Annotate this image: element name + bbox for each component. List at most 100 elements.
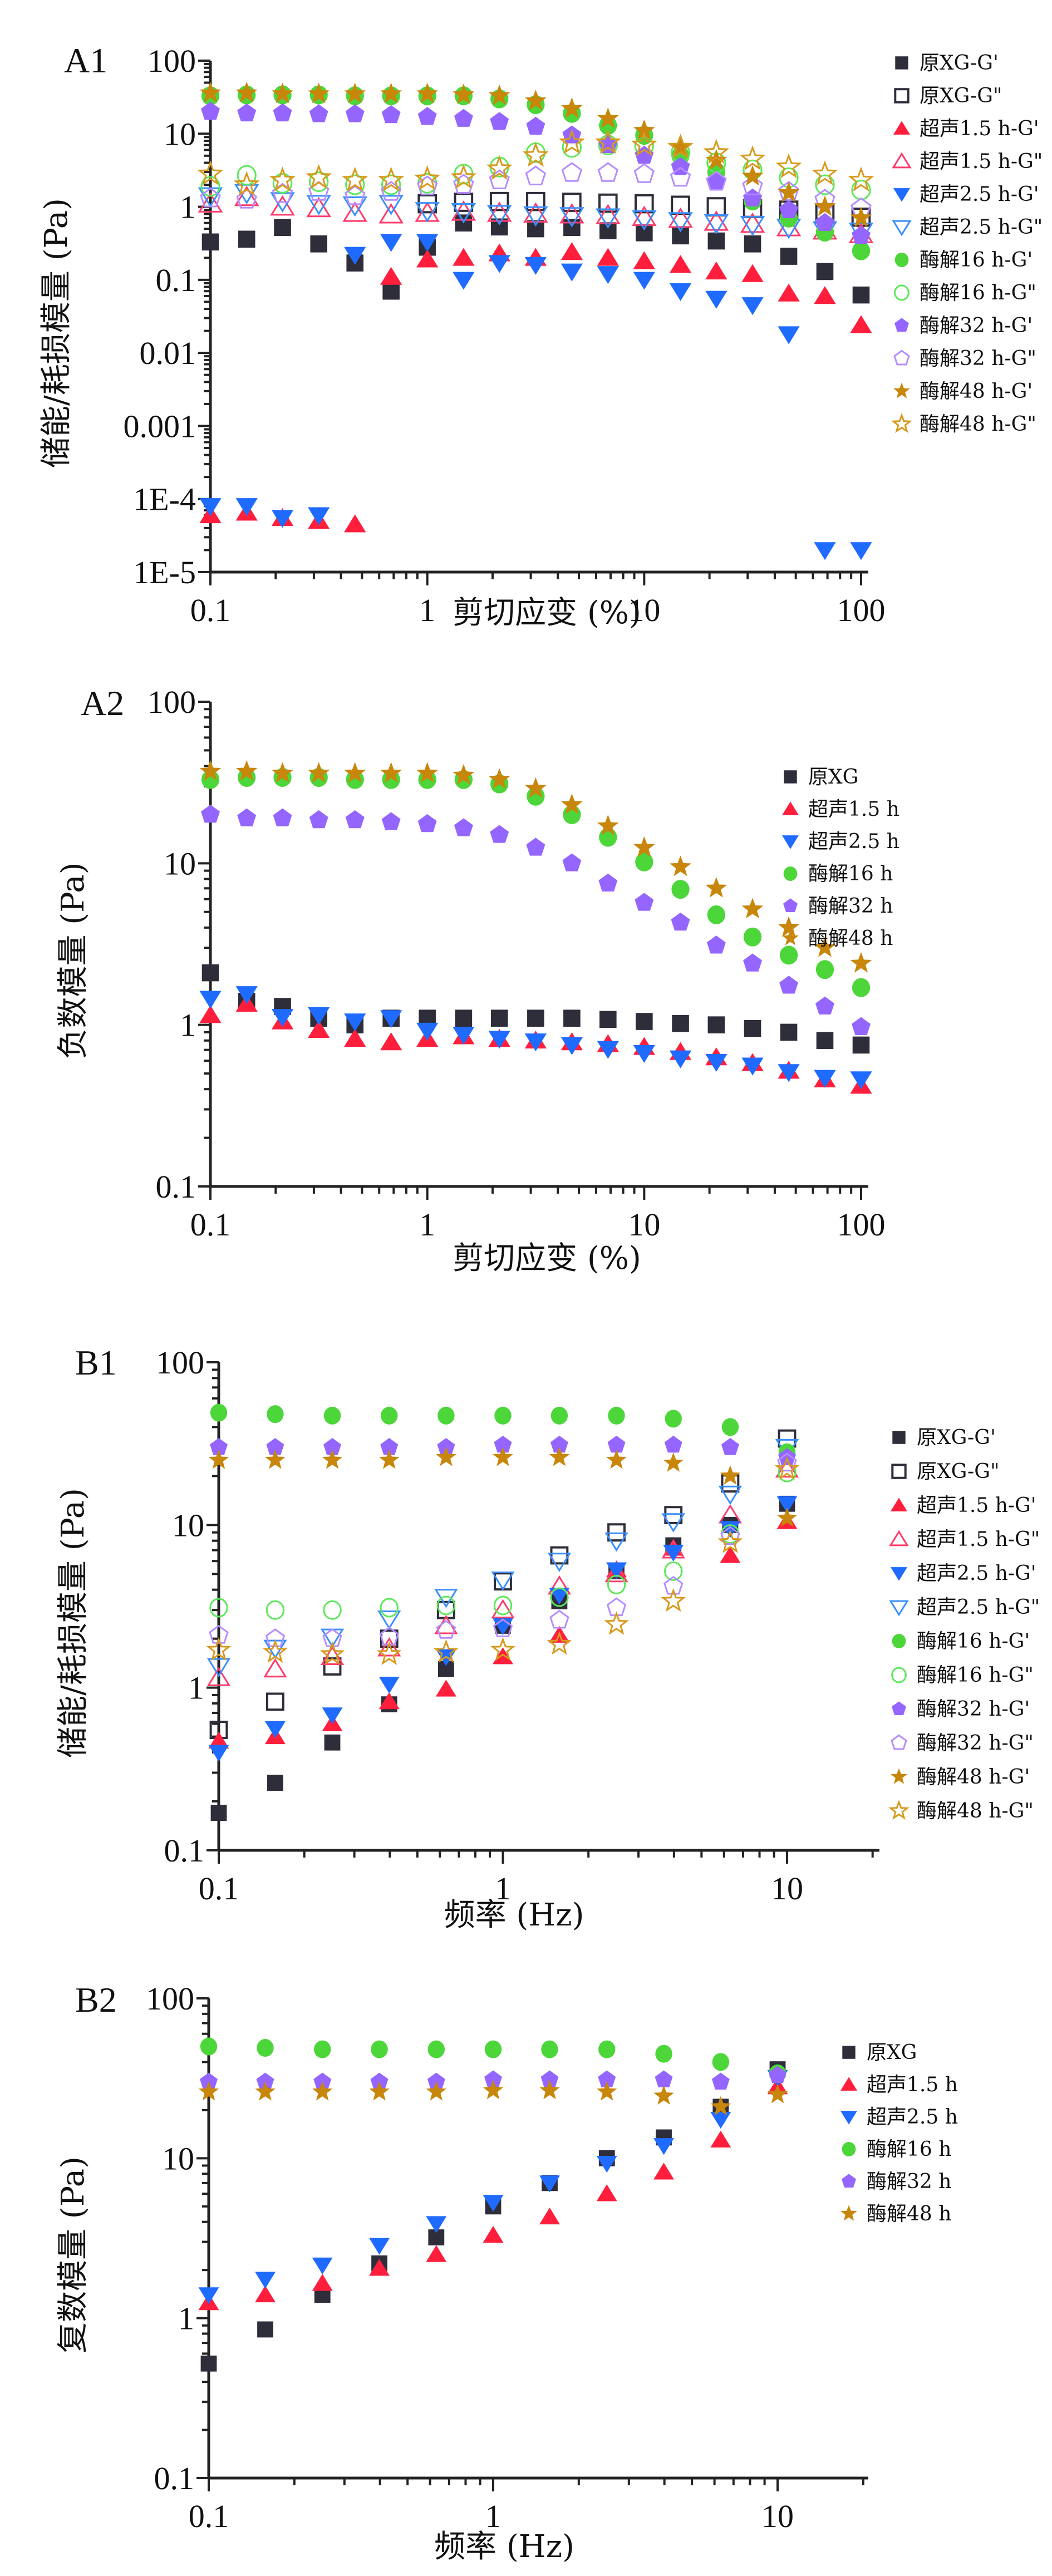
series-2 xyxy=(198,2077,788,2311)
data-point xyxy=(633,163,655,183)
data-point xyxy=(381,1406,398,1425)
data-point xyxy=(814,1070,836,1088)
data-point xyxy=(369,2238,390,2255)
legend-marker-icon xyxy=(888,1800,910,1820)
data-point xyxy=(309,104,328,122)
data-point xyxy=(607,1574,626,1594)
data-point xyxy=(322,1707,343,1725)
data-point xyxy=(527,220,544,238)
data-point xyxy=(313,2072,332,2090)
data-point xyxy=(490,1009,508,1027)
data-point xyxy=(667,134,694,159)
y-tick-label: 100 xyxy=(148,684,196,720)
data-point xyxy=(488,768,510,789)
legend-label: 酶解48 h-G' xyxy=(920,380,1033,403)
data-point xyxy=(309,810,328,829)
data-point xyxy=(209,1721,228,1739)
data-point xyxy=(490,825,509,843)
data-point xyxy=(437,1406,455,1425)
data-point xyxy=(741,297,764,316)
data-point xyxy=(377,1637,401,1657)
data-point xyxy=(416,249,439,268)
data-point xyxy=(453,764,475,785)
data-point xyxy=(814,195,836,216)
legend-item: 酶解48 h-G" xyxy=(888,1800,1034,1823)
data-point xyxy=(633,119,655,140)
data-point xyxy=(814,286,836,304)
data-point xyxy=(670,166,691,187)
data-point xyxy=(663,1452,684,1472)
data-point xyxy=(631,131,657,156)
data-point xyxy=(371,2040,388,2058)
data-point xyxy=(489,191,509,211)
legend-label: 超声2.5 h-G" xyxy=(917,1596,1040,1619)
data-point xyxy=(597,162,619,182)
data-point xyxy=(494,1406,512,1425)
y-tick-label: 10 xyxy=(172,1507,204,1543)
data-point xyxy=(767,2084,788,2104)
data-point xyxy=(597,266,619,284)
data-point xyxy=(207,1658,231,1678)
data-point xyxy=(604,1611,629,1635)
data-point xyxy=(380,1032,402,1051)
series-10 xyxy=(200,162,872,218)
series-3 xyxy=(198,2070,788,2304)
data-point xyxy=(741,264,764,282)
data-point xyxy=(201,964,219,982)
data-point xyxy=(312,2257,333,2274)
data-point xyxy=(848,166,874,192)
data-point xyxy=(451,200,476,221)
data-point xyxy=(199,498,222,516)
data-point xyxy=(850,315,872,333)
legend-label: 酶解32 h-G' xyxy=(920,314,1033,337)
x-tick-label: 0.1 xyxy=(199,1870,239,1907)
data-point xyxy=(778,181,800,203)
data-point xyxy=(200,2037,218,2056)
legend-marker-icon xyxy=(892,1701,906,1716)
data-point xyxy=(426,2081,447,2101)
series-4 xyxy=(201,768,871,997)
data-point xyxy=(671,912,690,931)
data-point xyxy=(267,1775,283,1791)
data-point xyxy=(743,188,763,207)
data-point xyxy=(632,210,657,231)
data-point xyxy=(524,777,547,798)
x-tick-label: 1 xyxy=(419,1206,435,1243)
data-point xyxy=(271,510,294,528)
legend-item: 酶解16 h-G" xyxy=(894,282,1036,304)
legend-item: 酶解16 h-G' xyxy=(892,1630,1030,1653)
data-point xyxy=(309,171,329,193)
data-point xyxy=(814,542,836,560)
data-point xyxy=(208,1449,229,1469)
data-point xyxy=(636,224,653,242)
axes: 1E-5 1E-4 0.001 0.01 0.1 1 10 100 0.1 1 10 100 xyxy=(124,43,886,628)
data-point xyxy=(380,234,402,252)
data-point xyxy=(706,171,726,190)
legend-marker-icon xyxy=(890,1567,908,1581)
data-point xyxy=(710,2130,731,2148)
data-point xyxy=(306,195,332,215)
data-point xyxy=(775,1458,799,1478)
data-point xyxy=(201,233,219,251)
legend-label: 酶解48 h-G" xyxy=(917,1800,1034,1823)
series-9 xyxy=(210,1435,796,1465)
data-point xyxy=(705,1053,727,1072)
data-point xyxy=(436,1620,456,1639)
series-6 xyxy=(198,2080,788,2116)
data-point xyxy=(489,169,510,190)
data-point xyxy=(490,1637,515,1661)
data-point xyxy=(209,1598,228,1618)
legend-marker-icon xyxy=(894,318,909,332)
data-point xyxy=(266,1692,284,1711)
legend-label: 超声1.5 h xyxy=(867,2073,958,2096)
data-point xyxy=(416,234,439,252)
data-point xyxy=(344,762,366,783)
x-tick-label: 100 xyxy=(837,592,886,628)
data-point xyxy=(380,1438,399,1455)
data-point xyxy=(780,1023,798,1041)
legend-label: 酶解16 h-G" xyxy=(920,282,1036,304)
data-point xyxy=(308,1019,330,1038)
data-point xyxy=(209,1624,229,1644)
data-point xyxy=(378,195,404,215)
series-11 xyxy=(199,81,872,228)
